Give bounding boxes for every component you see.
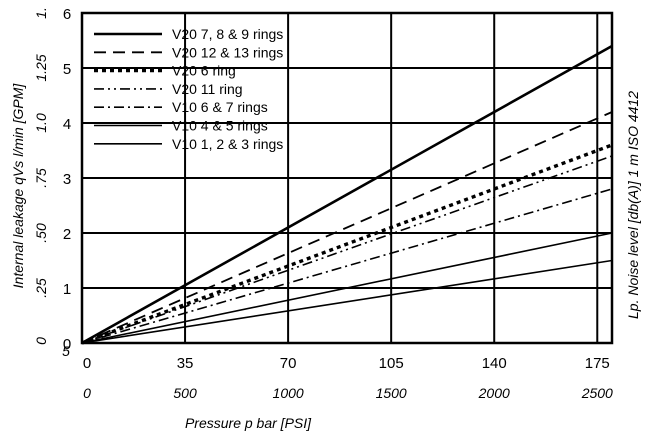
x-tick-label: 70	[280, 355, 297, 372]
legend-label-1: V20 7, 8 & 9 rings	[172, 26, 283, 42]
x-tick-label: 35	[177, 355, 194, 372]
x-tick-label-psi: 500	[173, 385, 197, 401]
series-line-2	[81, 111, 613, 344]
series-line-3	[81, 143, 613, 345]
y-tick-label-gpm: .25	[33, 278, 49, 298]
x-tick-label: 105	[379, 355, 404, 372]
x-tick-label-psi: 0	[83, 385, 91, 401]
y2-axis-label: Lp. Noise level [db(A)] 1 m ISO 4412	[625, 91, 641, 319]
legend: V20 7, 8 & 9 rings V20 12 & 13 rings V20 6…	[94, 26, 283, 152]
legend-label-6: V10 4 & 5 rings	[172, 118, 268, 134]
y-tick-label-gpm: 1.25	[33, 54, 49, 81]
series-lines	[81, 44, 613, 345]
series-line-1	[81, 44, 613, 345]
y-tick-label: 0	[63, 336, 71, 353]
x-axis-label: Pressure p bar [PSI]	[185, 415, 312, 431]
y-tick-label: 2	[63, 226, 71, 243]
legend-label-2: V20 12 & 13 rings	[172, 44, 283, 60]
x-tick-label: 175	[585, 355, 610, 372]
y-tick-label: 1	[63, 281, 71, 298]
grid	[80, 11, 614, 345]
legend-label-3: V20 6 ring	[172, 63, 236, 79]
y-axis-label: Internal leakage qVs l/min [GPM]	[10, 83, 26, 289]
y-tick-label-gpm: .50	[33, 223, 49, 243]
x-tick-label: 140	[482, 355, 507, 372]
legend-label-4: V20 11 ring	[172, 81, 243, 97]
x-tick-label-psi: 1500	[376, 385, 407, 401]
x-tick-label-psi: 2500	[581, 385, 613, 401]
x-tick-label-psi: 2000	[478, 385, 510, 401]
y-tick-label: 5	[63, 61, 71, 78]
y-tick-label-extra: 5	[62, 343, 70, 359]
series-line-6	[81, 232, 613, 344]
legend-label-7: V10 1, 2 & 3 rings	[172, 136, 283, 152]
series-line-7	[81, 259, 613, 344]
series-line-5	[81, 188, 613, 344]
y-tick-label-gpm: .75	[33, 168, 49, 188]
y-tick-label-gpm: 1.0	[33, 113, 49, 133]
tick-labels: 0035500701000105150014020001752500001.25…	[33, 6, 613, 401]
x-tick-label-psi: 1000	[273, 385, 304, 401]
y-tick-label: 3	[63, 171, 71, 188]
y-tick-label: 4	[63, 116, 71, 133]
y-tick-label-gpm: 1.	[33, 7, 49, 19]
series-line-4	[81, 155, 613, 344]
y-tick-label-gpm: 0	[33, 337, 49, 345]
x-tick-label: 0	[83, 355, 91, 372]
y-tick-label: 6	[63, 6, 71, 23]
legend-label-5: V10 6 & 7 rings	[172, 99, 268, 115]
